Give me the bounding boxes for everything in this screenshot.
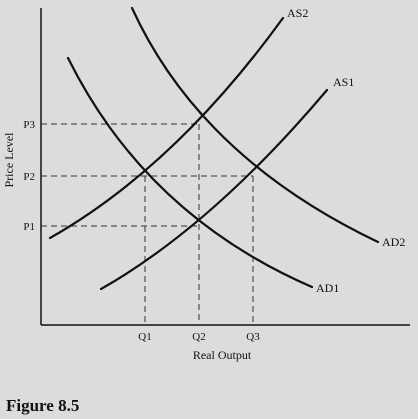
y-tick-p2: P2 [23,171,35,183]
x-tick-q1: Q1 [138,331,151,343]
guide-lines [41,123,254,325]
ad1-label: AD1 [316,281,339,295]
as2-label: AS2 [287,6,308,20]
ad2-curve [130,6,380,244]
figure-caption: Figure 8.5 [6,396,80,415]
ad1-curve [66,56,314,289]
curves [48,6,380,291]
as2-curve [48,16,285,240]
x-tick-q3: Q3 [246,331,260,343]
x-axis-label: Real Output [193,348,252,362]
as-ad-diagram: AS2 AS1 AD2 AD1 P3 P2 P1 Q1 Q2 Q3 Real O… [2,6,410,362]
y-tick-p1: P1 [23,221,35,233]
ad2-label: AD2 [382,235,405,249]
y-tick-p3: P3 [23,119,35,131]
x-tick-q2: Q2 [192,331,205,343]
as1-curve [99,88,329,291]
y-axis-label: Price Level [2,132,16,188]
as1-label: AS1 [333,75,354,89]
